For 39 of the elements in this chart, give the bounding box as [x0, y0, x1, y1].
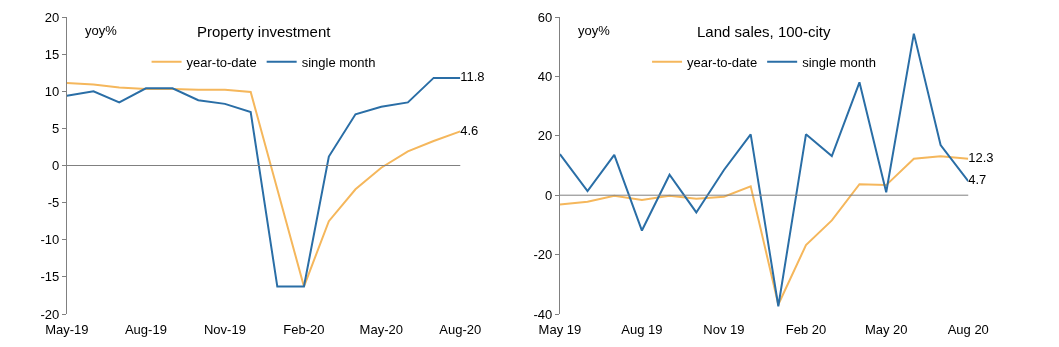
- x-tick-label: Feb 20: [785, 322, 827, 337]
- x-tick-label: Feb-20: [283, 322, 325, 337]
- y-tick-label: 15: [44, 46, 60, 62]
- y-tick-label: 20: [537, 128, 553, 144]
- x-tick-label: May-20: [359, 322, 403, 337]
- y-tick-label: -5: [47, 195, 60, 211]
- y-tick-label: 40: [537, 68, 553, 84]
- x-tick-label: May 19: [538, 322, 582, 337]
- chart-title: Land sales, 100-city: [697, 23, 831, 40]
- y-tick-label: 5: [52, 120, 60, 136]
- y-tick-label: -15: [40, 269, 60, 285]
- y-tick-label: 10: [44, 83, 60, 99]
- legend-label: single month: [802, 54, 876, 70]
- y-tick-label: -40: [533, 306, 553, 322]
- x-tick-label: Nov 19: [703, 322, 745, 337]
- x-tick-label: Nov-19: [203, 322, 246, 337]
- x-tick-label: May-19: [45, 322, 89, 337]
- x-tick-label: Aug 20: [947, 322, 989, 337]
- data-label: 4.6: [460, 122, 479, 138]
- legend-label: year-to-date: [687, 54, 758, 70]
- y-axis-title: yoy%: [578, 23, 611, 38]
- y-axis-title: yoy%: [85, 23, 118, 38]
- data-label: 11.8: [460, 69, 485, 85]
- y-tick-label: -10: [40, 232, 60, 248]
- x-tick-label: Aug-20: [439, 322, 482, 337]
- y-tick-label: -20: [40, 306, 60, 322]
- x-tick-label: May 20: [864, 322, 908, 337]
- x-tick-label: Aug 19: [621, 322, 663, 337]
- data-label: 4.7: [968, 172, 987, 188]
- y-tick-label: 0: [52, 158, 60, 174]
- x-tick-label: Aug-19: [124, 322, 167, 337]
- y-tick-label: -20: [533, 247, 553, 263]
- y-tick-label: 60: [537, 9, 553, 25]
- y-tick-label: 20: [44, 9, 60, 25]
- chart-title: Property investment: [197, 23, 332, 40]
- legend-label: year-to-date: [186, 54, 257, 70]
- legend-label: single month: [301, 54, 376, 70]
- y-tick-label: 0: [545, 187, 553, 203]
- data-label: 12.3: [968, 149, 994, 165]
